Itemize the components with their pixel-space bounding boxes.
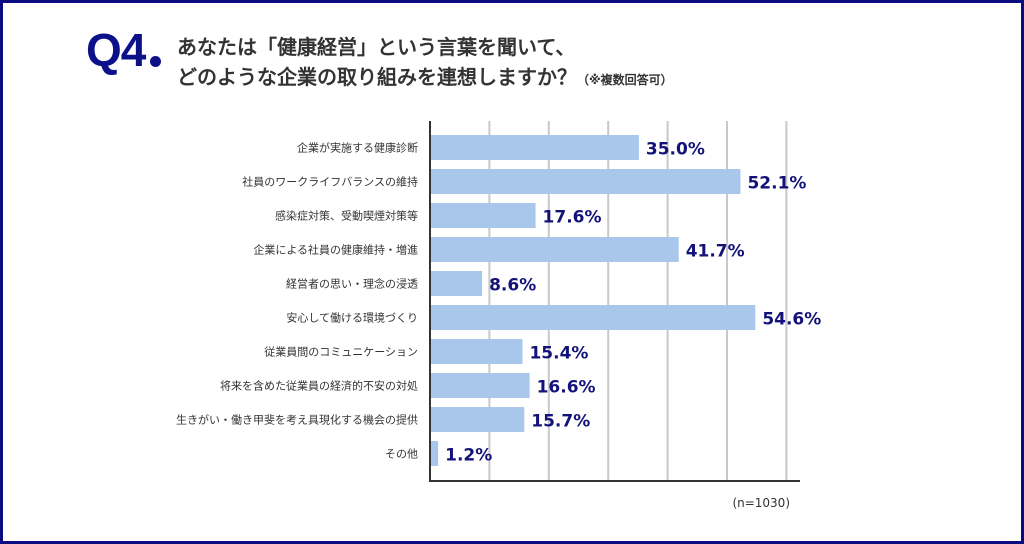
bar: [431, 339, 523, 364]
bar: [431, 441, 439, 466]
bar: [431, 203, 536, 228]
bar: [431, 135, 639, 160]
bar: [431, 305, 756, 330]
bars: [431, 135, 756, 466]
title-line-1: あなたは「健康経営」という言葉を聞いて、: [177, 35, 576, 59]
question-number: Q4: [86, 24, 146, 76]
category-label: 従業員間のコミュニケーション: [264, 346, 418, 359]
category-label: 感染症対策、受動喫煙対策等: [275, 209, 418, 223]
value-label: 35.0%: [646, 140, 705, 160]
category-label: 経営者の思い・理念の浸透: [286, 277, 418, 291]
bar: [431, 407, 525, 432]
bar: [431, 237, 679, 262]
title-line-2: どのような企業の取り組みを連想しますか？（※複数回答可）: [177, 62, 673, 95]
sample-size-note: (n=1030): [732, 496, 790, 510]
value-label: 41.7%: [686, 242, 745, 262]
value-labels: 35.0% 52.1% 17.6% 41.7% 8.6% 54.6% 15.4% 16.6% 1…: [445, 140, 821, 466]
value-label: 52.1%: [747, 174, 806, 194]
title-note: （※複数回答可）: [577, 73, 673, 87]
title-line-2-text: どのような企業の取り組みを連想しますか？: [177, 65, 577, 89]
category-label: 企業による社員の健康維持・増進: [253, 243, 418, 257]
value-label: 8.6%: [489, 276, 536, 296]
category-label: 将来を含めた従業員の経済的不安の対処: [220, 379, 418, 393]
value-label: 1.2%: [445, 446, 492, 466]
category-label: 安心して働ける環境づくり: [286, 311, 418, 325]
category-label: 企業が実施する健康診断: [297, 141, 418, 155]
value-label: 16.6%: [537, 378, 596, 398]
category-label: 生きがい・働き甲斐を考え具現化する機会の提供: [176, 413, 418, 427]
category-label: 社員のワークライフバランスの維持: [242, 175, 418, 189]
value-label: 15.4%: [529, 344, 588, 364]
value-label: 54.6%: [762, 310, 821, 330]
value-label: 15.7%: [531, 412, 590, 432]
category-labels: 企業が実施する健康診断社員のワークライフバランスの維持感染症対策、受動喫煙対策等…: [176, 141, 418, 461]
value-label: 17.6%: [543, 208, 602, 228]
chart-title: あなたは「健康経営」という言葉を聞いて、 どのような企業の取り組みを連想しますか…: [177, 32, 673, 95]
bar: [431, 169, 741, 194]
bar: [431, 373, 530, 398]
question-number-dot: [150, 56, 161, 67]
category-label: その他: [385, 448, 418, 461]
bar: [431, 271, 483, 296]
